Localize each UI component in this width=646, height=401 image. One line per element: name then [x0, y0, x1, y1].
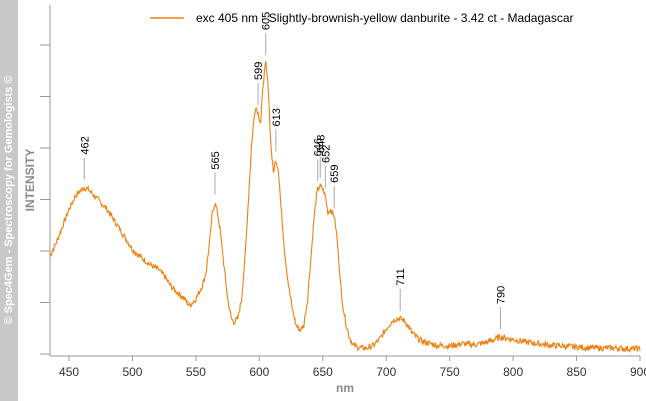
x-tick-label: 900 [630, 365, 646, 379]
x-axis-title: nm [336, 381, 354, 395]
x-tick-label: 500 [122, 365, 142, 379]
peak-label: 659 [329, 165, 341, 183]
watermark-sidebar: © Spec4Gem - Spectroscopy for Gemologist… [0, 0, 18, 401]
peak-label: 646 [313, 138, 325, 156]
x-tick-label: 750 [440, 365, 460, 379]
x-tick-label: 450 [59, 365, 79, 379]
peak-label: 613 [271, 108, 283, 126]
peak-label: 648 [315, 135, 327, 153]
x-tick-label: 700 [376, 365, 396, 379]
peak-label: 605 [261, 12, 273, 30]
spectrum-line [49, 61, 641, 354]
peak-label: 711 [395, 268, 407, 286]
x-tick-label: 650 [313, 365, 333, 379]
legend: exc 405 nm - Slightly-brownish-yellow da… [150, 11, 574, 25]
legend-label: exc 405 nm - Slightly-brownish-yellow da… [196, 11, 574, 25]
peak-label: 790 [495, 286, 507, 304]
y-axis-title-group: INTENSITY [23, 149, 37, 212]
peak-label: 599 [253, 62, 265, 80]
y-axis-title: INTENSITY [23, 149, 37, 212]
x-tick-label: 550 [186, 365, 206, 379]
axes: 450 500 550 600 650 700 750 800 850 900 [40, 5, 646, 379]
x-tick-label: 600 [249, 365, 269, 379]
peak-label: 462 [79, 136, 91, 154]
x-tick-label: 850 [567, 365, 587, 379]
peak-label: 565 [210, 151, 222, 169]
x-tick-label: 800 [503, 365, 523, 379]
peak-label: 652 [320, 145, 332, 163]
